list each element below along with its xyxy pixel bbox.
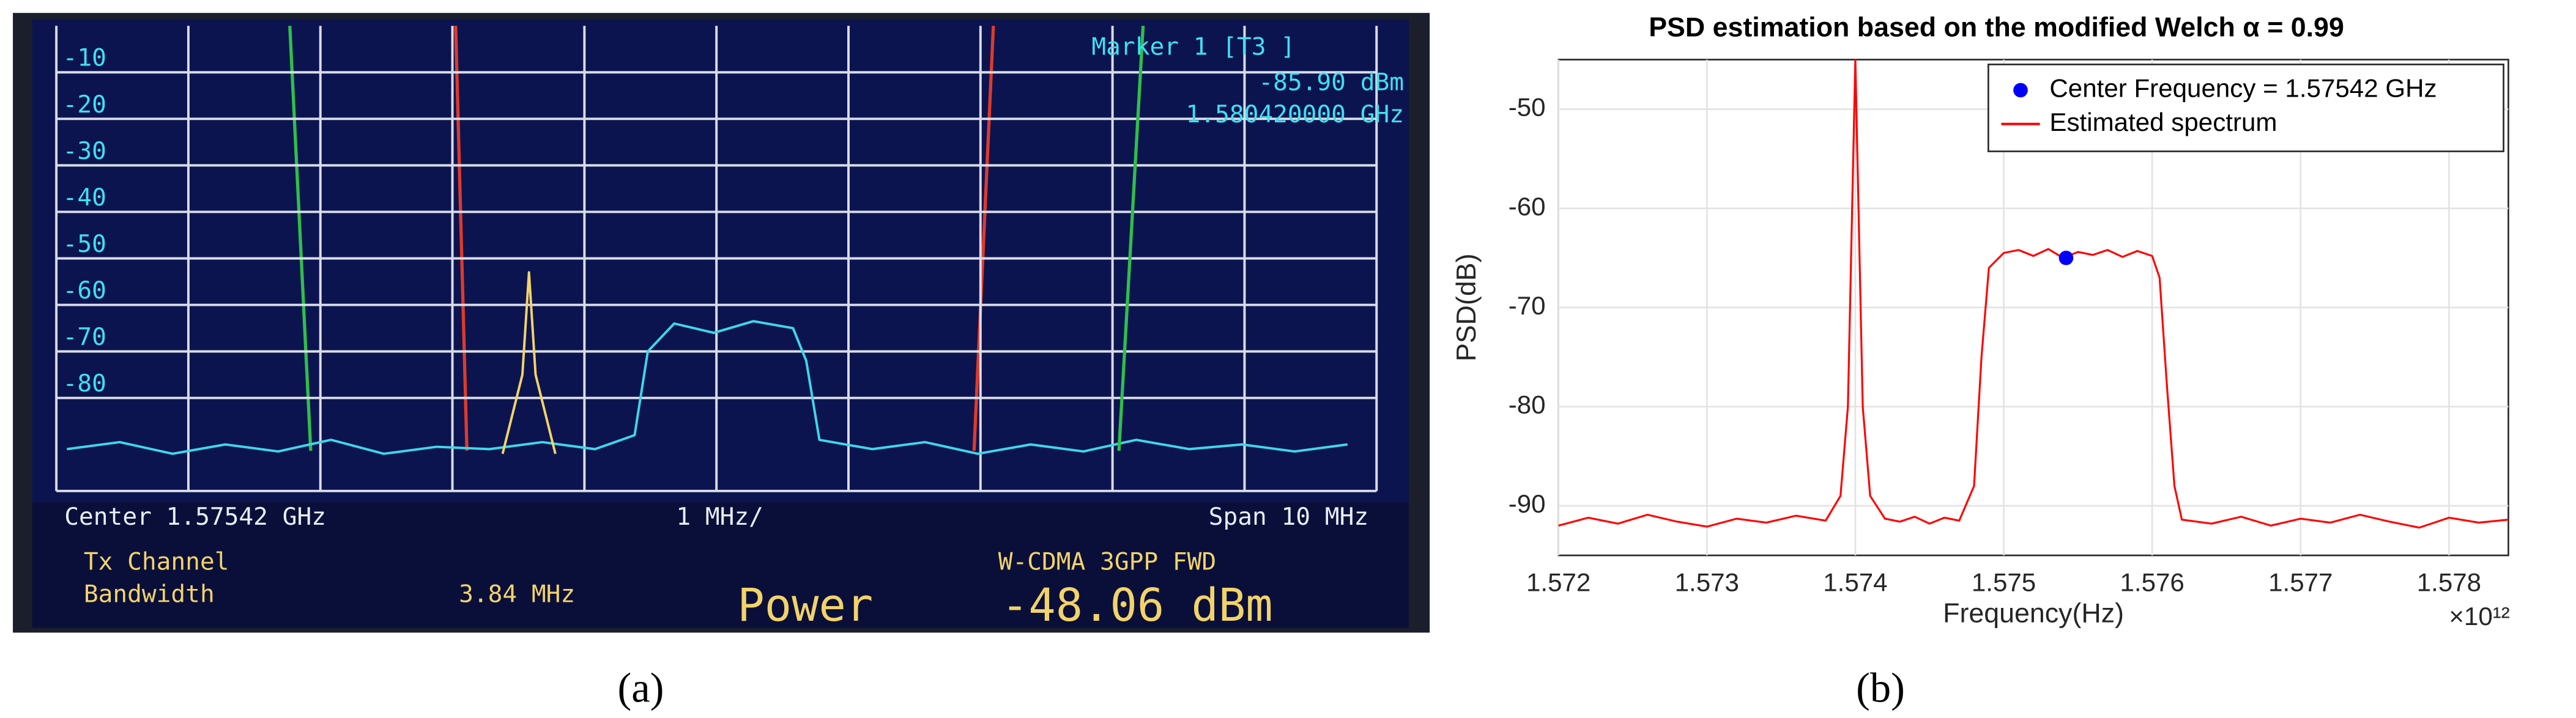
legend-marker	[2013, 83, 2028, 98]
y-tick-label: -80	[63, 369, 106, 398]
y-tick-label: -50	[1509, 93, 1546, 122]
x-tick-label: 1.577	[2268, 568, 2333, 597]
legend-label: Center Frequency = 1.57542 GHz	[2049, 74, 2437, 103]
marker-label: Marker 1 [T3 ]	[1091, 33, 1295, 61]
caption: (b)	[1856, 665, 1905, 711]
y-tick-label: -60	[1509, 192, 1546, 221]
channel-marker	[454, 26, 469, 451]
x-tick-label: 1.572	[1526, 568, 1591, 597]
y-tick-label: -30	[63, 137, 106, 165]
bandwidth-label: Bandwidth	[84, 580, 215, 608]
marker-frequency: 1.580420000 GHz	[1186, 100, 1404, 128]
x-tick-label: 1.573	[1675, 568, 1739, 597]
center-label: Center 1.57542 GHz	[64, 503, 326, 531]
spectrum-line	[67, 320, 1348, 455]
y-axis-label: PSD(dB)	[1451, 254, 1482, 361]
analyzer-screen	[32, 19, 1409, 503]
y-tick-label: -50	[63, 230, 106, 258]
y-tick-label: -20	[63, 91, 106, 119]
standard-label: W-CDMA 3GPP FWD	[998, 548, 1216, 576]
marker-level: -85.90 dBm	[1258, 68, 1404, 96]
channel-label: Tx Channel	[84, 548, 229, 576]
x-tick-label: 1.574	[1823, 568, 1887, 597]
plot-layer	[55, 26, 1378, 492]
y-tick-label: -70	[63, 323, 106, 351]
y-tick-label: -10	[63, 44, 106, 72]
channel-marker	[288, 26, 313, 451]
y-tick-label: -70	[1509, 291, 1546, 320]
spectrum-line	[1558, 58, 2509, 529]
legend-box	[1988, 64, 2504, 152]
x-tick-label: 1.578	[2417, 568, 2481, 597]
caption: (a)	[618, 665, 664, 711]
panel-b: PSD estimation based on the modified Wel…	[1451, 12, 2510, 711]
y-tick-label: -90	[1509, 489, 1546, 518]
y-tick-label: -40	[63, 183, 106, 212]
x-tick-label: 1.576	[2120, 568, 2184, 597]
spectrum-line	[501, 271, 557, 454]
y-tick-label: -80	[1509, 390, 1546, 419]
x-axis-label: Frequency(Hz)	[1943, 598, 2124, 628]
div-label: 1 MHz/	[676, 503, 763, 531]
x-tick-label: 1.575	[1972, 568, 2036, 597]
power-value: -48.06 dBm	[1001, 580, 1273, 632]
span-label: Span 10 MHz	[1209, 503, 1368, 531]
chart-title: PSD estimation based on the modified Wel…	[1649, 12, 2344, 42]
x-multiplier: ×10¹²	[2449, 602, 2509, 631]
y-tick-label: -60	[63, 276, 106, 305]
legend-label: Estimated spectrum	[2049, 108, 2277, 136]
channel-marker	[972, 26, 995, 451]
bandwidth-value: 3.84 MHz	[459, 580, 575, 608]
point	[2058, 250, 2074, 265]
power-label: Power	[737, 580, 873, 632]
channel-marker	[1117, 26, 1145, 451]
analyzer-status	[32, 502, 1409, 628]
panel-a: Marker 1 [T3 ] -85.90 dBm 1.580420000 GH…	[13, 13, 1430, 711]
plot-layer	[1557, 58, 2509, 556]
